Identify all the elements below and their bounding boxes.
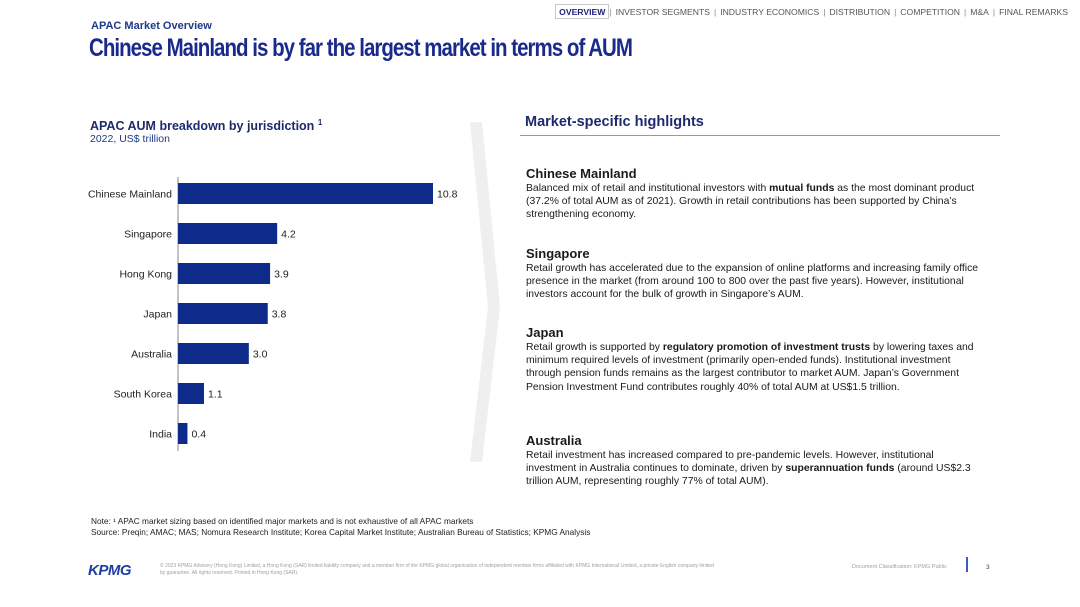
highlight-emphasis: regulatory promotion of investment trust…	[662, 342, 871, 353]
highlight-text-segment: Retail investment has increased compared…	[526, 450, 934, 475]
nav-tab-overview[interactable]: OVERVIEW	[555, 4, 610, 19]
highlight-text-segment: as the most dominant product (37.2% of t…	[526, 183, 975, 221]
nav-separator: |	[609, 6, 612, 17]
nav-tab-industry-economics[interactable]: INDUSTRY ECONOMICS	[720, 6, 820, 17]
kpmg-logo: KPMG	[88, 562, 132, 579]
value-label: 3.0	[253, 349, 268, 361]
category-label: Hong Kong	[119, 269, 172, 281]
bar-india	[178, 423, 188, 444]
nav-tab-competition[interactable]: COMPETITION	[900, 6, 960, 17]
chart-title-footnote: 1	[317, 118, 323, 127]
value-label: 3.8	[272, 309, 287, 321]
chart-subtitle: 2022, US$ trillion	[90, 133, 170, 145]
section-label: APAC Market Overview	[91, 20, 212, 32]
page-title: Chinese Mainland is by far the largest m…	[89, 34, 633, 62]
highlight-text: Balanced mix of retail and institutional…	[526, 182, 981, 222]
bar-japan	[178, 303, 268, 324]
value-label: 0.4	[191, 429, 206, 441]
bar-australia	[178, 343, 249, 364]
category-label: Australia	[131, 349, 172, 361]
highlight-text: Retail growth has accelerated due to the…	[526, 262, 981, 302]
highlight-title: Singapore	[526, 246, 590, 261]
kpmg-logo-text: KPMG	[88, 562, 132, 579]
chart-title: APAC AUM breakdown by jurisdiction 1	[90, 118, 322, 133]
top-navigation: OVERVIEW | INVESTOR SEGMENTS | INDUSTRY ECON…	[555, 4, 1072, 19]
page-number: 3	[986, 564, 990, 571]
bar-chinese-mainland	[178, 183, 433, 204]
highlight-emphasis: superannuation funds	[785, 463, 895, 475]
highlight-japan: Japan Retail growth is supported by regul…	[526, 325, 981, 394]
highlight-text-segment: Retail growth has accelerated due to the…	[526, 263, 979, 301]
document-classification: Document Classification: KPMG Public	[852, 564, 947, 570]
footnote-source: Source: Preqin; AMAC; MAS; Nomura Resear…	[91, 527, 591, 537]
category-label: Chinese Mainland	[88, 189, 172, 201]
nav-separator: |	[963, 6, 967, 17]
nav-tab-final-remarks[interactable]: FINAL REMARKS	[999, 6, 1068, 17]
highlight-emphasis: mutual funds	[769, 183, 835, 194]
footnote-note: Note: ¹ APAC market sizing based on iden…	[91, 516, 474, 526]
category-label: South Korea	[114, 389, 173, 401]
nav-separator: |	[823, 6, 826, 17]
highlight-text-segment: Balanced mix of retail and institutional…	[526, 183, 770, 194]
value-label: 10.8	[437, 189, 458, 201]
highlight-text-segment: Retail growth is supported by	[526, 342, 663, 353]
nav-separator: |	[713, 6, 717, 17]
highlights-divider	[520, 135, 1000, 136]
nav-separator: |	[992, 6, 996, 17]
category-label: India	[149, 429, 172, 441]
bar-hong-kong	[178, 263, 271, 284]
highlight-australia: Australia Retail investment has increased…	[526, 433, 981, 489]
nav-tab-m-a[interactable]: M&A	[970, 6, 989, 17]
highlight-text: Retail investment has increased compared…	[526, 449, 981, 489]
nav-tab-distribution[interactable]: DISTRIBUTION	[829, 6, 891, 17]
highlight-title: Chinese Mainland	[526, 166, 637, 181]
aum-bar-chart: Chinese Mainland 10.8 Singapore 4.2 Hong Kon…	[88, 177, 458, 451]
category-label: Singapore	[124, 229, 172, 241]
chart-title-text: APAC AUM breakdown by jurisdiction	[90, 119, 315, 134]
nav-separator: |	[894, 6, 897, 17]
highlight-text: Retail growth is supported by regulatory…	[526, 341, 981, 394]
bar-singapore	[178, 223, 278, 244]
value-label: 3.9	[274, 269, 289, 281]
bar-south-korea	[178, 383, 204, 404]
highlights-header: Market-specific highlights	[525, 114, 704, 130]
nav-tab-investor-segments[interactable]: INVESTOR SEGMENTS	[615, 6, 710, 17]
highlight-text-segment: (around US$2.3 trillion AUM, representin…	[526, 463, 971, 488]
highlight-title: Australia	[526, 433, 582, 448]
category-label: Japan	[143, 309, 172, 321]
footer-divider	[966, 557, 968, 572]
legal-text: © 2023 KPMG Advisory (Hong Kong) Limited…	[160, 563, 714, 576]
value-label: 4.2	[281, 229, 296, 241]
highlight-text-segment: by lowering taxes and minimum required l…	[526, 342, 974, 393]
highlight-title: Japan	[526, 325, 564, 340]
highlight-singapore: Singapore Retail growth has accelerated d…	[526, 246, 981, 302]
chevron-divider-icon	[470, 122, 500, 462]
value-label: 1.1	[208, 389, 223, 401]
highlight-chinese-mainland: Chinese Mainland Balanced mix of retail a…	[526, 166, 981, 222]
